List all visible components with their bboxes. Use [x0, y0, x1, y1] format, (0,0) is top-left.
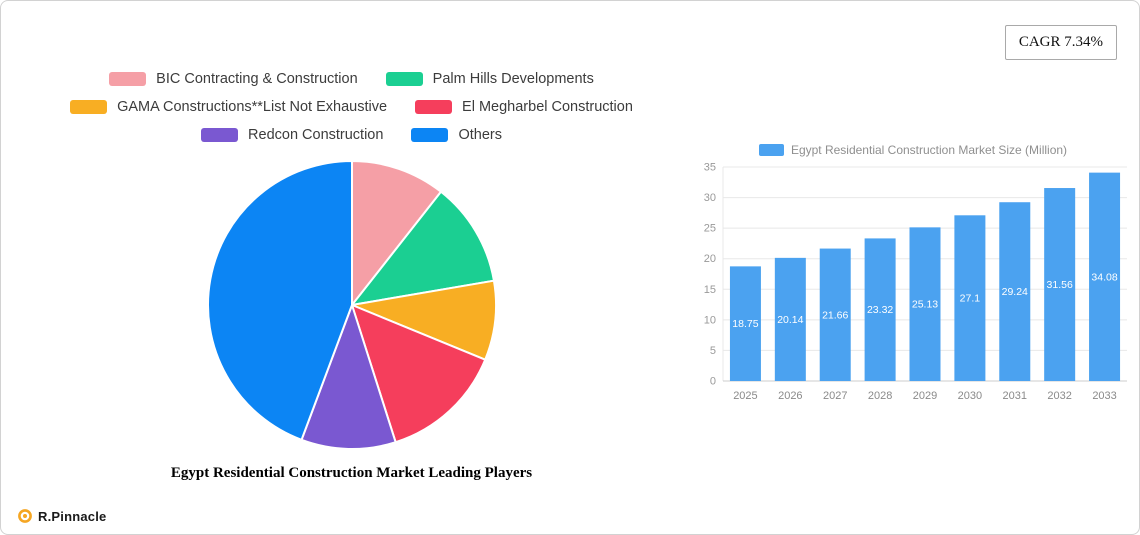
x-tick-label: 2032 — [1047, 390, 1071, 402]
y-tick-label: 0 — [710, 376, 716, 388]
bar-2032[interactable] — [1044, 188, 1076, 381]
x-tick-label: 2031 — [1003, 390, 1027, 402]
legend-swatch — [385, 72, 423, 86]
x-tick-label: 2030 — [958, 390, 982, 402]
cagr-badge: CAGR 7.34% — [1004, 25, 1117, 60]
brand-footer: R.Pinnacle — [17, 508, 106, 524]
bar-value-label: 20.14 — [777, 314, 803, 326]
pie-legend-item-0[interactable]: BIC Contracting & Construction — [109, 71, 358, 87]
brand-bullseye-icon — [18, 509, 32, 523]
legend-label: Palm Hills Developments — [432, 71, 594, 87]
bar-2025[interactable] — [729, 266, 761, 381]
x-tick-label: 2026 — [778, 390, 802, 402]
bar-2027[interactable] — [819, 248, 851, 381]
pie-legend-item-3[interactable]: El Megharbel Construction — [415, 99, 633, 115]
pie-slice-5[interactable] — [206, 160, 353, 441]
y-tick-label: 15 — [704, 284, 716, 296]
bar-2026[interactable] — [774, 257, 806, 381]
legend-swatch — [70, 100, 108, 114]
legend-label: Redcon Construction — [248, 127, 384, 143]
bar-2028[interactable] — [864, 238, 896, 381]
pie-legend-item-5[interactable]: Others — [411, 127, 502, 143]
bar-value-label: 31.56 — [1047, 279, 1073, 291]
bar-value-label: 18.75 — [732, 318, 758, 330]
bar-2029[interactable] — [909, 227, 941, 381]
bar-2031[interactable] — [999, 202, 1031, 381]
pie-slice-4[interactable] — [300, 304, 397, 450]
pie-slice-2[interactable] — [350, 279, 497, 361]
bar-legend-swatch — [758, 144, 784, 156]
bar-value-label: 27.1 — [960, 293, 981, 305]
bar-value-label: 23.32 — [867, 304, 893, 316]
y-tick-label: 10 — [704, 314, 716, 326]
y-tick-label: 25 — [704, 223, 716, 235]
bar-legend-label: Egypt Residential Construction Market Si… — [790, 143, 1068, 157]
pie-slice-0[interactable] — [350, 160, 442, 306]
pie-slice-1[interactable] — [350, 190, 495, 306]
x-tick-label: 2028 — [868, 390, 892, 402]
bar-legend-item[interactable]: Egypt Residential Construction Market Si… — [689, 143, 1137, 157]
bar-value-label: 34.08 — [1091, 271, 1117, 283]
brand-name: R.Pinnacle — [38, 508, 107, 524]
y-tick-label: 30 — [704, 192, 716, 204]
bar-value-label: 21.66 — [822, 309, 848, 321]
legend-label: GAMA Constructions**List Not Exhaustive — [117, 99, 388, 115]
bar-value-label: 25.13 — [912, 299, 938, 311]
y-tick-label: 5 — [710, 345, 716, 357]
pie-chart — [206, 160, 497, 450]
x-tick-label: 2029 — [913, 390, 937, 402]
legend-swatch — [201, 128, 239, 142]
cagr-label: CAGR 7.34% — [1018, 34, 1103, 50]
y-tick-label: 35 — [704, 162, 716, 174]
pie-chart-title: Egypt Residential Construction Market Le… — [170, 465, 533, 481]
x-tick-label: 2025 — [733, 390, 757, 402]
pie-legend-item-1[interactable]: Palm Hills Developments — [385, 71, 594, 87]
legend-label: El Megharbel Construction — [462, 99, 633, 115]
bar-chart-section: Egypt Residential Construction Market Si… — [689, 143, 1137, 414]
bar-value-label: 29.24 — [1002, 286, 1028, 298]
legend-swatch — [415, 100, 453, 114]
pie-chart-section: BIC Contracting & Construction Palm Hills… — [29, 71, 674, 482]
legend-label: BIC Contracting & Construction — [156, 71, 358, 87]
pie-legend-item-2[interactable]: GAMA Constructions**List Not Exhaustive — [70, 99, 387, 115]
legend-swatch — [109, 72, 147, 86]
bar-chart: 0510152025303518.75202520.14202621.66202… — [704, 162, 1127, 402]
pie-legend: BIC Contracting & Construction Palm Hills… — [29, 71, 674, 143]
legend-swatch — [411, 128, 449, 142]
y-tick-label: 20 — [704, 253, 716, 265]
pie-legend-item-4[interactable]: Redcon Construction — [201, 127, 383, 143]
x-tick-label: 2027 — [823, 390, 847, 402]
legend-label: Others — [458, 127, 502, 143]
x-tick-label: 2033 — [1092, 390, 1116, 402]
bar-2033[interactable] — [1089, 172, 1121, 381]
bar-2030[interactable] — [954, 215, 986, 381]
